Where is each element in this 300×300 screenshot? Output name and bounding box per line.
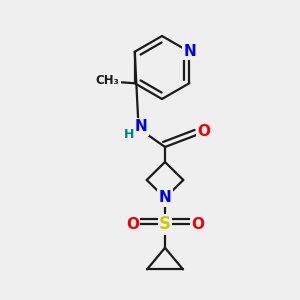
Text: S: S: [159, 215, 171, 233]
Text: N: N: [135, 119, 147, 134]
Text: CH₃: CH₃: [96, 74, 120, 87]
Text: H: H: [124, 128, 134, 142]
Text: O: O: [126, 217, 139, 232]
Text: N: N: [184, 44, 196, 59]
Text: O: O: [197, 124, 211, 140]
Text: N: N: [159, 190, 171, 206]
Text: O: O: [191, 217, 204, 232]
